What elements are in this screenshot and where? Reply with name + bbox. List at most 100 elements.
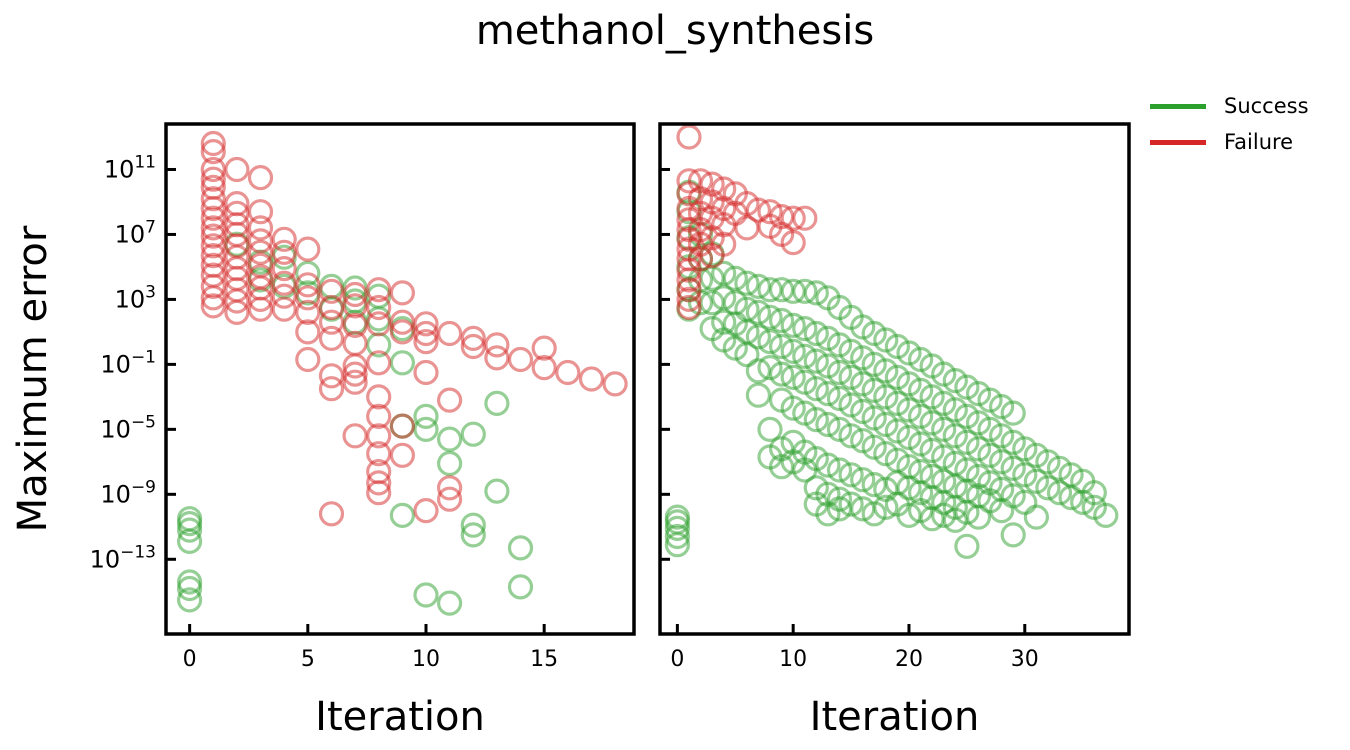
data-point-success <box>664 523 691 550</box>
data-point-failure <box>413 311 439 337</box>
data-point-success <box>177 587 203 613</box>
legend: Success Failure <box>1150 88 1309 160</box>
data-point-success <box>745 382 772 408</box>
plot-frame-2 <box>658 122 1131 636</box>
y-tick-label: 1011 <box>104 152 156 183</box>
data-point-success <box>757 329 783 355</box>
data-points-2 <box>664 124 1119 559</box>
data-point-success <box>745 358 772 384</box>
data-point-success <box>745 273 772 299</box>
data-point-failure <box>271 270 297 296</box>
data-point-success <box>711 260 737 286</box>
data-point-success <box>954 533 980 559</box>
data-point-failure <box>389 413 415 439</box>
y-axis-label: Maximum error <box>10 225 56 532</box>
data-point-failure <box>271 226 297 252</box>
data-point-failure <box>366 277 392 303</box>
data-point-failure <box>318 363 345 389</box>
data-point-failure <box>318 309 345 335</box>
data-point-failure <box>366 350 392 376</box>
data-point-success <box>815 452 841 478</box>
data-point-success <box>815 411 841 438</box>
data-point-failure <box>295 236 321 262</box>
data-point-success <box>803 348 829 374</box>
data-point-failure <box>687 168 714 194</box>
data-point-success <box>1000 522 1026 548</box>
data-point-failure <box>460 325 486 351</box>
data-point-failure <box>366 384 392 410</box>
data-point-failure <box>460 333 486 360</box>
data-point-failure <box>295 319 321 345</box>
data-point-failure <box>413 329 439 355</box>
legend-label-success: Success <box>1224 94 1309 118</box>
data-point-failure <box>318 294 345 321</box>
y-tick-label: 10−5 <box>100 412 156 443</box>
data-point-failure <box>687 246 714 272</box>
data-point-failure <box>200 186 226 212</box>
data-point-success <box>722 265 748 291</box>
data-point-failure <box>780 205 806 231</box>
data-point-success <box>389 350 415 376</box>
x-tick-label: 30 <box>1011 647 1039 672</box>
data-point-success <box>413 403 439 429</box>
data-point-failure <box>555 359 581 386</box>
data-point-failure <box>676 124 702 150</box>
data-point-success <box>896 475 922 501</box>
data-point-failure <box>757 199 783 225</box>
legend-swatch-failure <box>1150 139 1206 145</box>
data-point-success <box>745 324 772 350</box>
data-point-success <box>780 312 806 338</box>
data-point-success <box>177 569 203 595</box>
data-point-failure <box>745 197 772 223</box>
data-point-success <box>826 486 853 512</box>
data-point-failure <box>318 501 345 527</box>
chart-panel-1: 0 5 10 15 1011 107 103 10−1 10−5 10−9 10−13 Iterati… <box>10 122 636 740</box>
data-point-success <box>460 421 486 447</box>
x-tick-label: 10 <box>779 647 807 672</box>
legend-item-failure: Failure <box>1150 124 1309 160</box>
data-point-success <box>437 426 463 452</box>
data-point-failure <box>295 285 321 311</box>
data-point-success <box>780 338 806 364</box>
data-point-failure <box>507 346 534 373</box>
data-point-success <box>768 454 795 480</box>
data-point-failure <box>366 423 392 449</box>
data-point-failure <box>200 139 226 165</box>
legend-swatch-success <box>1150 103 1206 109</box>
data-point-failure <box>224 299 250 325</box>
data-point-failure <box>366 294 392 321</box>
data-point-success <box>1000 400 1026 426</box>
data-point-failure <box>342 312 368 338</box>
data-point-success <box>907 480 934 506</box>
data-point-failure <box>200 205 226 231</box>
data-point-failure <box>780 230 806 256</box>
data-point-success <box>664 532 691 558</box>
data-point-failure <box>389 309 415 335</box>
data-point-failure <box>389 319 415 345</box>
data-point-failure <box>366 441 392 467</box>
data-point-success <box>826 457 853 483</box>
data-point-success <box>780 364 806 390</box>
data-point-success <box>177 510 203 537</box>
data-point-failure <box>200 223 226 249</box>
data-point-success <box>177 517 203 543</box>
data-point-failure <box>318 325 345 351</box>
data-point-success <box>177 575 203 602</box>
data-point-failure <box>792 205 818 231</box>
data-point-success <box>792 316 818 342</box>
data-point-failure <box>200 195 226 222</box>
data-point-failure <box>484 345 510 371</box>
data-point-success <box>931 489 957 515</box>
data-point-failure <box>295 272 321 298</box>
data-point-success <box>437 450 463 477</box>
data-point-failure <box>247 286 274 312</box>
data-point-failure <box>271 296 297 322</box>
y-tick-label: 107 <box>115 217 156 248</box>
data-point-success <box>295 260 321 286</box>
data-point-failure <box>271 256 297 282</box>
data-point-failure <box>295 299 321 325</box>
data-point-failure <box>200 166 226 192</box>
data-point-failure <box>366 311 392 337</box>
data-point-success <box>815 381 841 407</box>
data-point-failure <box>200 285 226 311</box>
